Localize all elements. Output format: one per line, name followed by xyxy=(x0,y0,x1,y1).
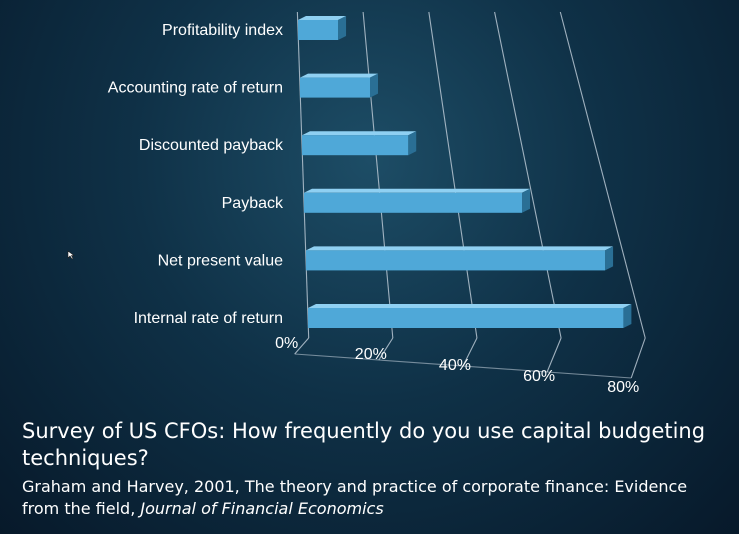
bar-top xyxy=(302,131,417,136)
floor-edge xyxy=(378,337,394,361)
mouse-cursor-icon xyxy=(67,250,75,260)
category-label: Accounting rate of return xyxy=(108,80,283,97)
tick-label: 80% xyxy=(607,379,639,396)
floor-edge xyxy=(630,337,646,379)
bar-front xyxy=(300,77,370,98)
grid-line xyxy=(428,11,478,339)
bar-side xyxy=(522,188,531,213)
chart-bars xyxy=(298,16,632,328)
bar-side xyxy=(605,246,614,271)
category-label: Net present value xyxy=(158,252,284,269)
bar-top xyxy=(304,188,531,193)
floor-edge xyxy=(546,337,562,373)
bar xyxy=(300,73,378,98)
bar-chart: Profitability index Accounting rate of re… xyxy=(108,11,646,396)
floor-edge xyxy=(294,337,310,355)
floor-edge xyxy=(462,337,478,367)
category-labels: Profitability index Accounting rate of re… xyxy=(108,22,284,327)
tick-label: 20% xyxy=(355,346,387,363)
citation-journal: Journal of Financial Economics xyxy=(140,499,384,518)
bar xyxy=(298,16,347,40)
bar-side xyxy=(338,16,347,40)
category-label: Internal rate of return xyxy=(134,310,283,327)
bar-front xyxy=(298,20,339,40)
bar-side xyxy=(370,73,378,98)
grid-line xyxy=(494,11,562,339)
tick-label: 0% xyxy=(275,335,298,352)
tick-label: 40% xyxy=(439,357,471,374)
caption-citation: Graham and Harvey, 2001, The theory and … xyxy=(22,476,722,520)
bar xyxy=(302,131,417,156)
bar-front xyxy=(302,135,409,156)
bar-top xyxy=(308,304,632,308)
bar-top xyxy=(300,73,378,78)
chart-grid xyxy=(294,11,646,379)
bar-front xyxy=(308,308,624,328)
category-label: Profitability index xyxy=(162,22,283,39)
floor-baseline xyxy=(294,353,632,379)
bar-top xyxy=(298,16,347,20)
bar-side xyxy=(623,304,632,328)
citation-main: Graham and Harvey, 2001, The theory and … xyxy=(22,477,688,518)
grid-line xyxy=(559,11,646,339)
category-label: Payback xyxy=(222,195,284,212)
bar xyxy=(306,246,614,271)
bar-top xyxy=(306,246,614,251)
bar xyxy=(308,304,632,328)
slide-caption: Survey of US CFOs: How frequently do you… xyxy=(22,418,722,520)
tick-label: 60% xyxy=(523,368,555,385)
caption-title: Survey of US CFOs: How frequently do you… xyxy=(22,419,706,470)
bar xyxy=(304,188,531,213)
grid-line xyxy=(362,11,394,339)
tick-labels: 0% 20% 40% 60% 80% xyxy=(275,335,639,396)
category-label: Discounted payback xyxy=(139,137,284,154)
bar-front xyxy=(304,192,523,213)
grid-line xyxy=(296,11,310,339)
bar-side xyxy=(408,131,417,156)
bar-front xyxy=(306,250,606,271)
